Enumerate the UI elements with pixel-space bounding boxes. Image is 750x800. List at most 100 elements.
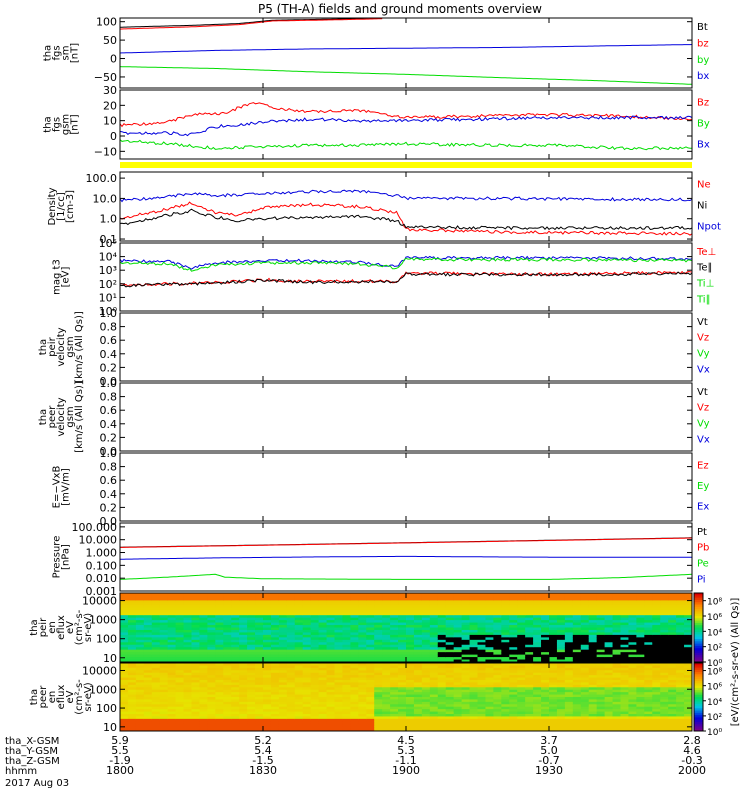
colorbar-cell <box>694 639 703 642</box>
spectrogram-cell <box>580 595 590 599</box>
spectrogram-cell <box>477 617 486 621</box>
spectrogram-cell <box>318 716 328 720</box>
spectrogram-cell <box>469 694 478 698</box>
y-tick-label: 20 <box>103 99 117 112</box>
spectrogram-cell <box>437 595 447 599</box>
spectrogram-cell <box>406 726 415 730</box>
spectrogram-cell <box>644 709 653 713</box>
spectrogram-cell <box>533 716 542 720</box>
spectrogram-cell <box>406 670 415 674</box>
spectrogram-cell <box>541 728 550 731</box>
spectrogram-cell <box>469 600 478 604</box>
spectrogram-cell <box>143 670 153 674</box>
spectrogram-cell <box>286 723 296 727</box>
spectrogram-cell <box>501 672 510 676</box>
spectrogram-cell <box>302 726 312 730</box>
panel-peir-velocity: 1.00.80.60.40.20.0thapeirvelocitygsm[km/… <box>38 307 710 388</box>
spectrogram-cell <box>533 680 542 683</box>
spectrogram-cell <box>231 607 240 611</box>
spectrogram-cell <box>247 615 256 619</box>
spectrogram-cell <box>223 687 232 691</box>
spectrogram-cell <box>676 716 685 720</box>
spectrogram-cell <box>652 675 661 679</box>
spectrogram-cell <box>421 714 431 717</box>
spectrogram-cell <box>398 723 407 727</box>
spectrogram-cell <box>366 687 375 691</box>
spectrogram-cell <box>644 605 653 609</box>
spectrogram-cell <box>350 704 359 708</box>
y-tick-label: 0.0 <box>100 375 118 388</box>
spectrogram-cell <box>199 612 208 616</box>
spectrogram-cell <box>167 610 177 614</box>
spectrogram-cell <box>167 602 177 606</box>
spectrogram-cell <box>398 654 407 658</box>
spectrogram-cell <box>556 625 566 628</box>
spectrogram-cell <box>135 612 145 616</box>
spectrogram-cell <box>302 699 312 703</box>
spectrogram-cell <box>310 689 320 693</box>
y-tick-label: 0.8 <box>100 391 118 404</box>
spectrogram-cell <box>175 670 185 674</box>
spectrogram-cell <box>421 607 431 611</box>
spectrogram-cell <box>429 723 439 727</box>
spectrogram-cell <box>350 665 359 669</box>
spectrogram-cell <box>374 709 383 713</box>
spectrogram-cell <box>429 709 439 713</box>
spectrogram-cell <box>255 634 264 638</box>
spectrogram-cell <box>239 647 248 651</box>
spectrogram-cell <box>413 654 423 658</box>
spectrogram-cell <box>564 639 574 643</box>
spectrogram-cell <box>382 639 391 643</box>
spectrogram-cell <box>270 687 280 691</box>
spectrogram-cell <box>541 607 550 611</box>
spectrogram-cell <box>390 711 399 715</box>
spectrogram-cell <box>318 714 328 717</box>
spectrogram-cell <box>207 694 216 698</box>
spectrogram-cell <box>215 632 224 636</box>
spectrogram-cell <box>135 677 145 681</box>
spectrogram-cell <box>239 617 248 621</box>
spectrogram-cell <box>278 649 288 653</box>
spectrogram-cell <box>247 637 256 641</box>
spectrogram-cell <box>398 672 407 676</box>
spectrogram-cell <box>564 595 574 599</box>
spectrogram-cell <box>310 714 320 717</box>
spectrogram-cell <box>620 625 629 628</box>
y-axis-label-line: tha <box>29 689 40 705</box>
spectrogram-cell <box>604 647 614 651</box>
spectrogram-cell <box>247 682 256 686</box>
spectrogram-cell <box>183 644 192 648</box>
spectrogram-cell <box>366 642 375 646</box>
spectrogram-cell <box>501 629 510 633</box>
spectrogram-cell <box>517 620 526 624</box>
spectrogram-cell <box>374 694 383 698</box>
spectrogram-cell <box>263 694 272 698</box>
axis-row-name: tha_X-GSM <box>5 736 59 747</box>
spectrogram-cell <box>437 634 447 638</box>
spectrogram-cell <box>350 723 359 727</box>
spectrogram-cell <box>342 670 351 674</box>
spectrogram-cell <box>533 634 542 638</box>
spectrogram-cell <box>151 659 161 662</box>
spectrogram-cell <box>644 675 653 679</box>
spectrogram-cell <box>278 620 288 624</box>
spectrogram-cell <box>556 721 566 725</box>
spectrogram-cell <box>358 692 367 696</box>
series-group <box>120 18 692 85</box>
spectrogram-cell <box>501 667 510 671</box>
spectrogram-cell <box>350 637 359 641</box>
y-tick-label: 0.010 <box>86 572 118 585</box>
spectrogram-cell <box>127 694 137 698</box>
spectrogram-cell <box>175 701 185 705</box>
spectrogram-cell <box>215 672 224 676</box>
spectrogram-cell <box>596 647 606 651</box>
spectrogram-cell <box>660 711 669 715</box>
axis-row-name: hhmm <box>5 766 37 777</box>
spectrogram-cell <box>533 605 542 609</box>
spectrogram-cell <box>294 634 304 638</box>
spectrogram-cell <box>270 632 280 636</box>
spectrogram-cell <box>588 689 598 693</box>
spectrogram-cell <box>127 675 137 679</box>
spectrogram-cell <box>382 600 391 604</box>
